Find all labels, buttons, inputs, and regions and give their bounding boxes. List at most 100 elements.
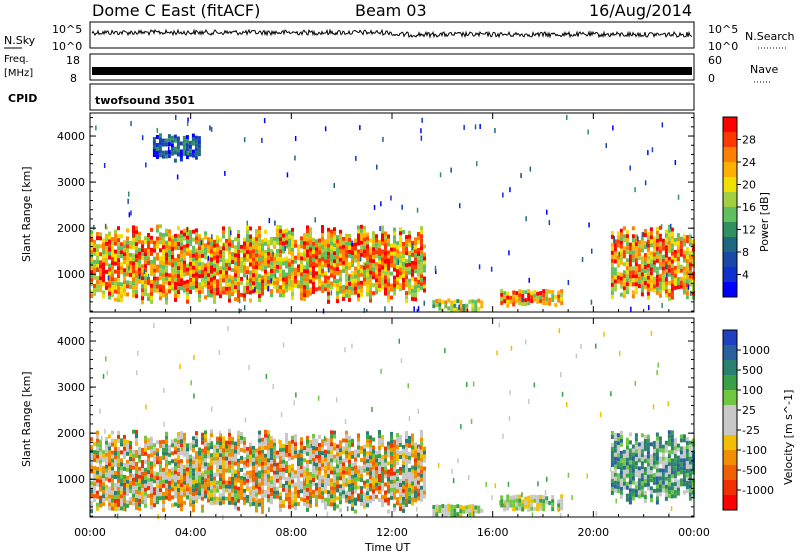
heatmap-cell xyxy=(321,483,324,488)
heatmap-cell xyxy=(393,483,396,488)
heatmap-cell xyxy=(168,289,171,294)
heatmap-cell xyxy=(204,267,207,272)
heatmap-cell xyxy=(414,277,417,282)
heatmap-cell xyxy=(279,225,282,230)
heatmap-cell xyxy=(249,258,252,263)
heatmap-cell xyxy=(126,252,129,257)
heatmap-cell xyxy=(655,230,659,235)
heatmap-cell xyxy=(655,432,659,437)
heatmap-cell xyxy=(613,251,617,256)
heatmap-cell xyxy=(342,292,345,297)
heatmap-cell xyxy=(147,233,150,237)
heatmap-cell xyxy=(345,249,348,254)
scatter-cell xyxy=(677,194,680,200)
heatmap-cell xyxy=(673,470,677,475)
heatmap-cell xyxy=(228,298,231,303)
heatmap-cell xyxy=(330,486,333,491)
heatmap-cell xyxy=(393,263,396,268)
heatmap-cell xyxy=(188,144,192,149)
heatmap-cell xyxy=(649,275,653,280)
heatmap-cell xyxy=(625,441,629,446)
scatter-cell xyxy=(657,362,659,368)
heatmap-cell xyxy=(162,277,165,282)
heatmap-cell xyxy=(93,243,96,248)
heatmap-cell xyxy=(366,491,369,496)
heatmap-cell xyxy=(240,483,243,488)
heatmap-cell xyxy=(228,444,231,449)
heatmap-cell xyxy=(628,432,632,437)
heatmap-cell xyxy=(195,431,198,436)
heatmap-cell xyxy=(141,292,144,297)
heatmap-cell xyxy=(652,252,656,257)
heatmap-cell xyxy=(99,276,102,281)
heatmap-cell xyxy=(90,230,93,235)
heatmap-cell xyxy=(646,251,650,256)
heatmap-cell xyxy=(234,457,237,462)
heatmap-cell xyxy=(643,285,647,289)
heatmap-cell xyxy=(533,498,537,503)
heatmap-cell xyxy=(536,499,540,503)
heatmap-cell xyxy=(378,244,381,249)
heatmap-cell xyxy=(327,462,330,467)
heatmap-cell xyxy=(102,270,105,275)
heatmap-cell xyxy=(327,299,330,304)
heatmap-cell xyxy=(291,467,294,472)
heatmap-cell xyxy=(155,147,159,151)
heatmap-cell xyxy=(162,507,165,512)
heatmap-cell xyxy=(309,475,312,480)
scatter-cell xyxy=(451,468,453,474)
heatmap-cell xyxy=(183,272,186,277)
heatmap-cell xyxy=(405,483,408,487)
heatmap-cell xyxy=(372,473,375,478)
heatmap-cell xyxy=(655,460,659,465)
heatmap-cell xyxy=(150,505,153,510)
heatmap-cell xyxy=(147,486,150,491)
heatmap-cell xyxy=(264,445,267,450)
heatmap-cell xyxy=(342,268,345,273)
heatmap-cell xyxy=(297,280,300,285)
heatmap-cell xyxy=(150,477,153,482)
heatmap-cell xyxy=(150,497,153,502)
colorbar-segment xyxy=(723,162,737,178)
heatmap-cell xyxy=(435,508,439,513)
heatmap-cell xyxy=(114,257,117,262)
heatmap-cell xyxy=(222,464,225,469)
heatmap-cell xyxy=(96,442,99,447)
heatmap-cell xyxy=(676,483,680,488)
heatmap-cell xyxy=(330,285,333,290)
heatmap-cell xyxy=(162,499,165,504)
scatter-cell xyxy=(508,250,510,256)
heatmap-cell xyxy=(390,271,393,276)
heatmap-cell xyxy=(108,458,111,463)
heatmap-cell xyxy=(357,493,360,498)
heatmap-cell xyxy=(333,251,336,256)
heatmap-cell xyxy=(171,251,174,255)
heatmap-cell xyxy=(213,472,216,477)
heatmap-cell xyxy=(126,260,129,265)
heatmap-cell xyxy=(423,268,426,273)
heatmap-cell xyxy=(360,292,363,297)
heatmap-cell xyxy=(243,444,246,449)
heatmap-cell xyxy=(327,263,330,268)
scatter-cell xyxy=(323,435,326,441)
scatter-cell xyxy=(490,266,493,272)
heatmap-cell xyxy=(177,444,180,448)
heatmap-cell xyxy=(381,471,384,475)
heatmap-cell xyxy=(390,487,393,492)
heatmap-cell xyxy=(396,249,399,254)
heatmap-cell xyxy=(198,286,201,291)
heatmap-cell xyxy=(210,489,213,494)
heatmap-cell xyxy=(267,490,270,495)
heatmap-cell xyxy=(318,486,321,491)
heatmap-cell xyxy=(294,454,297,459)
freq-panel: Freq. [MHz] 18 8 60 0 Nave xyxy=(4,53,778,85)
heatmap-cell xyxy=(414,281,417,286)
heatmap-cell xyxy=(309,439,312,444)
heatmap-cell xyxy=(435,504,439,509)
heatmap-cell xyxy=(255,241,258,246)
nsky-panel: N.Sky 10^5 10^0 10^5 10^0 N.Search xyxy=(4,21,795,53)
heatmap-cell xyxy=(96,506,99,511)
heatmap-cell xyxy=(198,242,201,247)
heatmap-cell xyxy=(393,451,396,456)
heatmap-cell xyxy=(399,499,402,503)
